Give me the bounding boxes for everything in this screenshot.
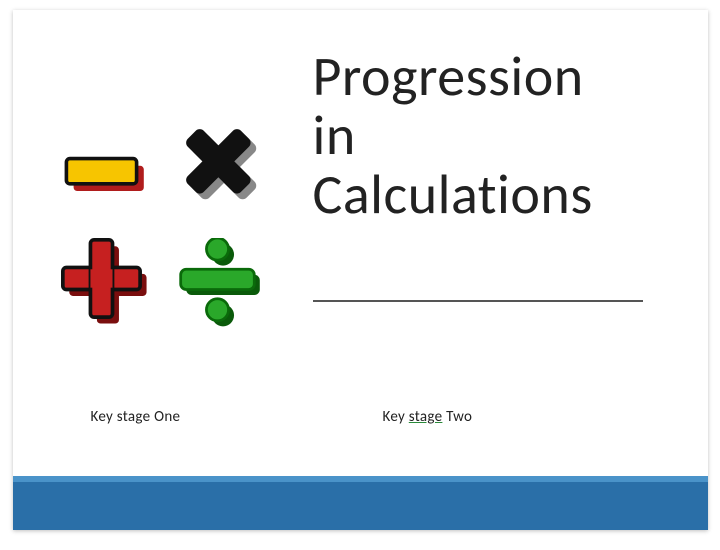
slide: ProgressioninCalculations [13,10,708,530]
minus-icon [61,128,151,218]
link-key-stage-one[interactable]: Key stage One [91,408,181,426]
link-key-stage-two[interactable]: Key stage Two [383,408,473,426]
link-text-prefix: Key [383,408,409,426]
link-text-underlined: stage [409,408,443,426]
title-rule [313,300,643,302]
math-icons-group [61,120,276,335]
page-title: ProgressioninCalculations [313,48,593,224]
link-text-suffix: Two [442,408,472,426]
multiply-icon [177,120,267,210]
footer-bar [13,482,708,530]
divide-icon [177,238,267,328]
plus-icon [61,238,151,328]
